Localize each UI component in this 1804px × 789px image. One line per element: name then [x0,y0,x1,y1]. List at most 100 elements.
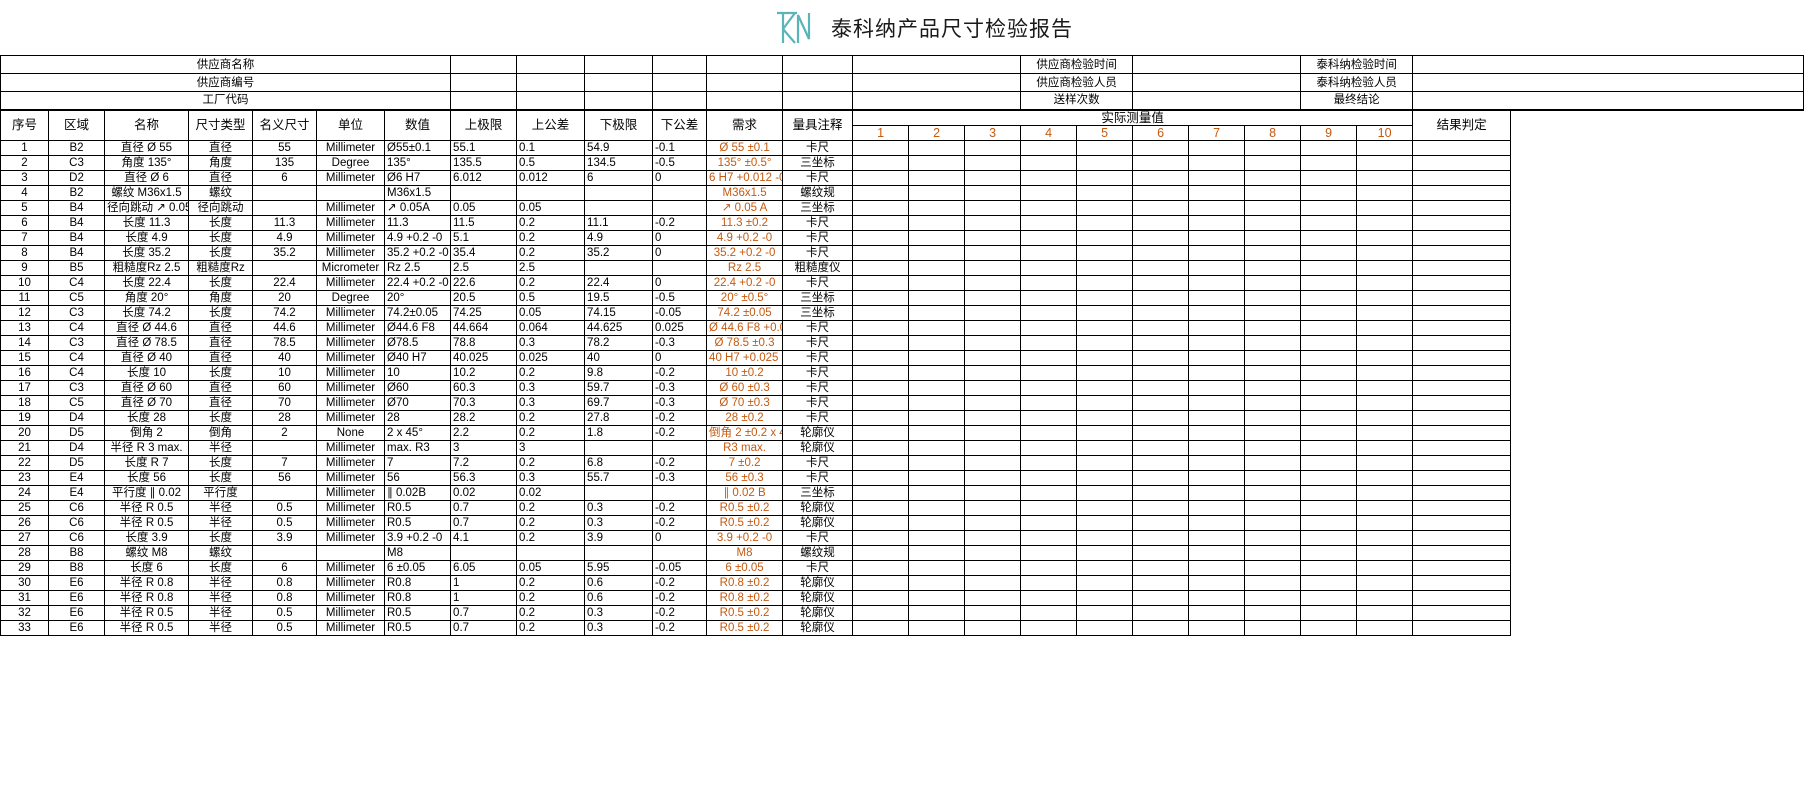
row-measured-2[interactable] [908,514,966,531]
row-measured-7[interactable] [1188,139,1246,156]
row-measured-5[interactable] [1076,529,1134,546]
row-measured-5[interactable] [1076,274,1134,291]
row-measured-6[interactable] [1132,244,1190,261]
row-result[interactable] [1412,574,1512,591]
row-measured-4[interactable] [1020,544,1078,561]
row-measured-7[interactable] [1188,259,1246,276]
row-measured-2[interactable] [908,424,966,441]
row-measured-2[interactable] [908,199,966,216]
row-measured-6[interactable] [1132,514,1190,531]
row-result[interactable] [1412,394,1512,411]
row-measured-6[interactable] [1132,214,1190,231]
row-measured-5[interactable] [1076,154,1134,171]
row-result[interactable] [1412,154,1512,171]
row-result[interactable] [1412,439,1512,456]
row-result[interactable] [1412,304,1512,321]
row-measured-1[interactable] [852,394,910,411]
row-measured-9[interactable] [1300,319,1358,336]
row-measured-2[interactable] [908,439,966,456]
row-measured-8[interactable] [1244,424,1302,441]
row-measured-8[interactable] [1244,169,1302,186]
row-measured-3[interactable] [964,394,1022,411]
row-measured-10[interactable] [1356,334,1414,351]
row-measured-3[interactable] [964,184,1022,201]
row-measured-3[interactable] [964,469,1022,486]
row-result[interactable] [1412,289,1512,306]
row-measured-10[interactable] [1356,544,1414,561]
row-measured-7[interactable] [1188,574,1246,591]
row-measured-3[interactable] [964,379,1022,396]
row-measured-5[interactable] [1076,259,1134,276]
row-measured-10[interactable] [1356,169,1414,186]
meta-field-e1[interactable] [706,55,784,74]
row-measured-9[interactable] [1300,334,1358,351]
row-measured-1[interactable] [852,184,910,201]
row-measured-8[interactable] [1244,529,1302,546]
row-measured-5[interactable] [1076,604,1134,621]
row-measured-6[interactable] [1132,199,1190,216]
row-result[interactable] [1412,499,1512,516]
row-measured-4[interactable] [1020,619,1078,636]
row-measured-1[interactable] [852,169,910,186]
row-measured-7[interactable] [1188,559,1246,576]
row-measured-3[interactable] [964,604,1022,621]
row-measured-8[interactable] [1244,274,1302,291]
row-measured-10[interactable] [1356,469,1414,486]
row-measured-4[interactable] [1020,439,1078,456]
row-result[interactable] [1412,514,1512,531]
row-measured-3[interactable] [964,439,1022,456]
row-measured-4[interactable] [1020,274,1078,291]
meta-field-d3[interactable] [652,91,708,110]
row-measured-2[interactable] [908,289,966,306]
row-result[interactable] [1412,334,1512,351]
row-measured-5[interactable] [1076,589,1134,606]
row-measured-4[interactable] [1020,574,1078,591]
row-measured-9[interactable] [1300,259,1358,276]
row-measured-8[interactable] [1244,409,1302,426]
row-result[interactable] [1412,379,1512,396]
row-measured-10[interactable] [1356,274,1414,291]
row-result[interactable] [1412,274,1512,291]
row-measured-6[interactable] [1132,454,1190,471]
meta-value-tcn-inspect-time[interactable] [1412,55,1804,74]
row-measured-7[interactable] [1188,244,1246,261]
row-measured-3[interactable] [964,304,1022,321]
row-measured-4[interactable] [1020,184,1078,201]
row-measured-3[interactable] [964,589,1022,606]
row-measured-10[interactable] [1356,454,1414,471]
row-measured-2[interactable] [908,154,966,171]
row-measured-9[interactable] [1300,304,1358,321]
row-measured-10[interactable] [1356,529,1414,546]
row-measured-3[interactable] [964,199,1022,216]
row-measured-9[interactable] [1300,529,1358,546]
row-measured-1[interactable] [852,364,910,381]
row-measured-1[interactable] [852,409,910,426]
row-measured-6[interactable] [1132,589,1190,606]
row-measured-2[interactable] [908,334,966,351]
row-measured-8[interactable] [1244,334,1302,351]
row-measured-6[interactable] [1132,184,1190,201]
row-measured-4[interactable] [1020,424,1078,441]
row-measured-7[interactable] [1188,334,1246,351]
row-measured-6[interactable] [1132,229,1190,246]
meta-field-c1[interactable] [584,55,654,74]
row-measured-1[interactable] [852,499,910,516]
meta-field-f3[interactable] [782,91,854,110]
row-measured-2[interactable] [908,589,966,606]
row-measured-9[interactable] [1300,604,1358,621]
row-measured-7[interactable] [1188,319,1246,336]
meta-value-supplier-inspector[interactable] [1132,73,1302,92]
row-measured-4[interactable] [1020,499,1078,516]
row-measured-8[interactable] [1244,559,1302,576]
row-measured-2[interactable] [908,379,966,396]
row-measured-1[interactable] [852,604,910,621]
row-measured-10[interactable] [1356,304,1414,321]
row-measured-5[interactable] [1076,169,1134,186]
row-measured-10[interactable] [1356,214,1414,231]
row-measured-10[interactable] [1356,349,1414,366]
row-measured-3[interactable] [964,514,1022,531]
row-measured-5[interactable] [1076,454,1134,471]
row-measured-5[interactable] [1076,544,1134,561]
row-measured-5[interactable] [1076,289,1134,306]
row-measured-9[interactable] [1300,349,1358,366]
